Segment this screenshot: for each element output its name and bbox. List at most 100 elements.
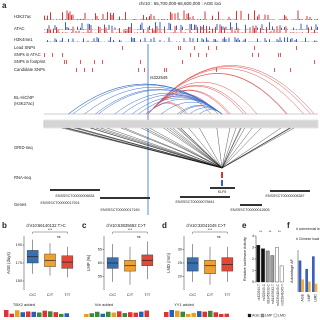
signal-bar bbox=[83, 38, 84, 42]
y-axis-label: Relative luciferase Activity bbox=[243, 237, 247, 281]
signal-bar bbox=[72, 26, 74, 33]
grid-link bbox=[221, 127, 262, 169]
signal-bar bbox=[173, 32, 174, 33]
track-label: RNA-seq bbox=[14, 175, 32, 180]
signal-bar bbox=[59, 19, 60, 20]
snp-tick bbox=[182, 60, 183, 64]
signal-bar bbox=[68, 13, 69, 20]
grid-link bbox=[74, 127, 223, 169]
signal-bar bbox=[141, 22, 143, 30]
signal-bar bbox=[219, 19, 221, 20]
signal-bar bbox=[174, 13, 176, 20]
signal-bar bbox=[98, 19, 99, 20]
signal-bar bbox=[101, 19, 102, 20]
signal-bar bbox=[71, 29, 72, 30]
signal-bar bbox=[107, 32, 108, 33]
grid-link bbox=[180, 127, 223, 169]
signal-bar bbox=[266, 40, 267, 42]
signal-bar bbox=[243, 39, 245, 42]
snp-tick bbox=[206, 53, 207, 57]
signal-bar bbox=[209, 26, 210, 30]
bar bbox=[308, 281, 311, 292]
motif-logo bbox=[180, 311, 185, 317]
signal-bar bbox=[111, 14, 113, 20]
bar bbox=[275, 247, 279, 283]
grid-link bbox=[199, 127, 223, 169]
signal-bar bbox=[110, 12, 111, 20]
signal-bar bbox=[158, 19, 159, 20]
grid-link bbox=[169, 127, 223, 169]
signal-bar bbox=[66, 32, 68, 33]
signal-bar bbox=[273, 19, 275, 20]
signal-bar bbox=[212, 15, 213, 20]
y-tick-label: 1 bbox=[252, 268, 254, 272]
signal-bar bbox=[111, 25, 113, 30]
category-label: rs81453932-C bbox=[267, 283, 271, 304]
signal-bar bbox=[212, 28, 213, 33]
signal-bar bbox=[287, 19, 288, 20]
signal-bar bbox=[308, 27, 309, 33]
hichip-arc bbox=[189, 107, 223, 115]
signal-bar bbox=[77, 41, 78, 42]
sig-label: *** bbox=[48, 228, 53, 232]
signal-bar bbox=[314, 29, 315, 33]
grid-link bbox=[91, 127, 223, 169]
gene-body bbox=[270, 190, 310, 192]
signal-bar bbox=[294, 29, 296, 30]
signal-bar bbox=[210, 41, 212, 42]
snp-tick bbox=[164, 68, 165, 72]
signal-bar bbox=[317, 19, 318, 20]
signal-bar bbox=[125, 12, 126, 20]
grid-link bbox=[95, 127, 223, 169]
signal-bar bbox=[126, 19, 128, 20]
signal-bar bbox=[224, 27, 225, 33]
signal-bar bbox=[107, 11, 108, 20]
signal-bar bbox=[284, 26, 285, 30]
signal-bar bbox=[117, 19, 119, 20]
category-label: rs322549-C bbox=[262, 283, 266, 300]
signal-bar bbox=[309, 16, 311, 20]
motif-logo bbox=[139, 311, 144, 317]
hichip-arc bbox=[147, 90, 229, 115]
series-label: # commercial lean breeds bbox=[296, 227, 320, 231]
signal-bar bbox=[264, 38, 266, 42]
signal-bar bbox=[162, 29, 164, 30]
grid-link bbox=[141, 127, 223, 169]
signal-bar bbox=[164, 19, 165, 20]
signal-bar bbox=[227, 19, 228, 20]
signal-bar bbox=[206, 19, 207, 20]
snp-tick bbox=[76, 68, 77, 72]
signal-bar bbox=[186, 29, 188, 30]
signal-bar bbox=[50, 12, 51, 20]
signal-bar bbox=[206, 37, 207, 42]
motif-logo bbox=[89, 313, 94, 317]
signal-bar bbox=[207, 39, 209, 42]
panel-label: c bbox=[82, 221, 87, 230]
signal-bar bbox=[234, 37, 236, 42]
signal-bar bbox=[200, 18, 201, 20]
signal-bar bbox=[113, 12, 114, 20]
snp-tick bbox=[102, 60, 103, 64]
signal-bar bbox=[210, 29, 212, 30]
signal-bar bbox=[180, 24, 182, 30]
signal-bar bbox=[167, 19, 168, 20]
signal-bar bbox=[209, 31, 210, 33]
signal-bar bbox=[185, 32, 186, 33]
signal-bar bbox=[188, 13, 189, 20]
signal-bar bbox=[300, 23, 302, 30]
signal-bar bbox=[170, 11, 171, 20]
signal-bar bbox=[149, 32, 150, 33]
signal-bar bbox=[77, 19, 78, 20]
snp-tick bbox=[216, 46, 217, 50]
motif-logo bbox=[95, 311, 100, 317]
y-tick-label: 25 bbox=[178, 261, 182, 265]
signal-bar bbox=[143, 29, 144, 33]
bar bbox=[301, 279, 304, 292]
signal-bar bbox=[161, 32, 162, 33]
signal-bar bbox=[171, 29, 173, 30]
signal-bar bbox=[96, 37, 98, 42]
signal-bar bbox=[263, 19, 264, 20]
signal-bar bbox=[306, 24, 308, 30]
signal-bar bbox=[216, 19, 218, 20]
signal-bar bbox=[305, 19, 306, 20]
